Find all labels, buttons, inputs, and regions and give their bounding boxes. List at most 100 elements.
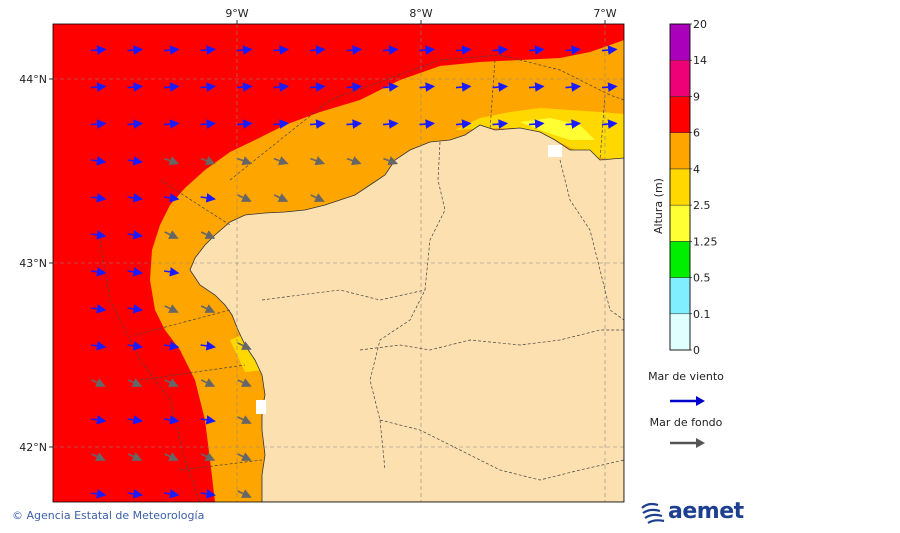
wind-sea-arrow (90, 82, 107, 92)
aemet-logo-icon (641, 502, 665, 524)
wind-sea-arrow (236, 119, 253, 129)
wave-direction-arrows (90, 45, 618, 499)
wind-sea-arrow (200, 45, 217, 55)
wind-sea-arrow (90, 489, 107, 499)
lon-label-8w: 8°W (409, 7, 432, 20)
wind-sea-arrow (127, 304, 143, 314)
wind-sea-arrow (127, 156, 143, 166)
colorbar-tick-label: 1.25 (693, 235, 718, 248)
wind-sea-arrow (127, 267, 143, 277)
graticule (53, 24, 624, 502)
wind-sea-arrow (236, 82, 253, 92)
swell-arrow (310, 156, 326, 166)
swell-arrow (237, 193, 252, 202)
wind-sea-arrow (601, 119, 618, 129)
colorbar-frame (669, 23, 691, 351)
swell-arrow (91, 452, 106, 461)
colorbar-tick-label: 0.5 (693, 272, 711, 285)
wind-sea-arrow (565, 119, 582, 129)
colorbar-tick-label: 9 (693, 90, 700, 103)
wind-sea-arrow (382, 119, 399, 129)
colorbar-bin (669, 59, 691, 97)
colorbar-bin (669, 313, 691, 351)
swell-arrow (383, 156, 399, 166)
swell-arrow (273, 193, 289, 202)
no-data-patch (256, 400, 266, 414)
colorbar-tick-label: 4 (693, 163, 700, 176)
lat-label-44n: 44°N (19, 73, 47, 86)
swell-arrow (164, 230, 179, 239)
swell-arrow (310, 193, 325, 202)
colorbar-tick-label: 2.5 (693, 199, 711, 212)
legend-wind-sea-label: Mar de viento (648, 370, 724, 383)
swell-arrow (273, 156, 289, 166)
wind-sea-arrow (309, 82, 326, 92)
swell-arrow (237, 489, 252, 498)
swell-arrow (200, 156, 216, 166)
aemet-logo-text: aemet (668, 499, 744, 524)
wind-sea-arrow (601, 45, 618, 55)
wind-sea-arrow (492, 82, 509, 92)
wind-sea-arrow (163, 415, 180, 425)
wind-sea-arrow (200, 193, 216, 203)
colorbar: 0 0.1 0.5 1.25 2.5 4 6 9 14 20 (669, 18, 718, 357)
swell-arrow (91, 378, 106, 387)
wind-sea-arrow (90, 267, 107, 277)
wind-sea-arrow (565, 82, 582, 92)
wind-sea-arrow (163, 489, 180, 499)
wind-sea-arrow (90, 415, 107, 425)
wind-sea-arrow (492, 45, 509, 55)
wind-sea-arrow (200, 119, 217, 129)
legend-swell-label: Mar de fondo (650, 416, 723, 429)
wind-sea-arrow (273, 119, 290, 129)
colorbar-bin (669, 277, 691, 315)
wind-sea-arrow (200, 415, 216, 425)
colorbar-bin (669, 132, 691, 170)
wind-sea-arrow (127, 489, 143, 499)
colorbar-tick-label: 0.1 (693, 308, 711, 321)
wind-sea-arrow (163, 45, 180, 55)
colorbar-bin (669, 168, 691, 206)
wind-sea-arrow (528, 119, 545, 129)
colorbar-title: Altura (m) (652, 178, 665, 234)
wind-sea-arrow (90, 156, 107, 166)
wind-sea-arrow (309, 45, 326, 55)
colorbar-bin (669, 96, 691, 133)
wind-sea-arrow (273, 82, 290, 92)
colorbar-tick-label: 14 (693, 54, 707, 67)
wind-sea-arrow (90, 119, 107, 129)
wind-sea-arrow (163, 267, 180, 277)
swell-arrow (200, 230, 216, 239)
legend-wind-sea-arrowhead (696, 396, 705, 406)
swell-arrow (127, 378, 143, 387)
swell-arrow (237, 452, 252, 461)
lon-label-9w: 9°W (225, 7, 248, 20)
colorbar-tick-label: 0 (693, 344, 700, 357)
wind-sea-arrow (90, 230, 107, 240)
wind-sea-arrow (163, 119, 180, 129)
land-galicia (189, 124, 624, 502)
wind-sea-arrow (127, 82, 144, 92)
wind-sea-arrow (565, 45, 582, 55)
wind-sea-arrow (492, 119, 509, 129)
wind-sea-arrow (90, 45, 107, 55)
colorbar-tick-label: 6 (693, 127, 700, 140)
wind-sea-arrow (346, 119, 363, 129)
wind-sea-arrow (163, 82, 180, 92)
swell-arrow (164, 378, 179, 387)
wind-sea-arrow (200, 341, 216, 351)
swell-arrow (200, 378, 216, 387)
colorbar-bin (669, 23, 691, 61)
credit-text: © Agencia Estatal de Meteorología (12, 509, 205, 522)
wind-sea-arrow (455, 45, 472, 55)
swell-arrow (237, 341, 252, 350)
wind-sea-arrow (419, 82, 436, 92)
province-boundaries (99, 54, 624, 502)
wind-sea-arrow (528, 45, 545, 55)
swell-arrow (127, 452, 143, 461)
wind-sea-arrow (601, 82, 618, 92)
wind-sea-arrow (127, 119, 144, 129)
wind-sea-arrow (309, 119, 326, 129)
wind-sea-arrow (90, 341, 107, 351)
